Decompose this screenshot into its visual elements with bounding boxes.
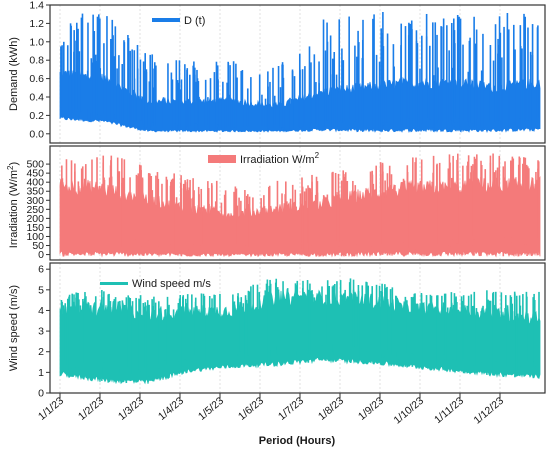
demand-frame [49, 4, 546, 144]
x-axis: 1/1/23 1/2/23 1/3/23 1/4/23 1/5/23 1/6/23 1/7/… [36, 393, 506, 427]
y-tick-label: 150 [26, 222, 44, 234]
y-tick-label: 2 [38, 346, 44, 358]
demand-ylabel: Demand (kWh) [8, 37, 20, 111]
y-tick-label: 300 [26, 195, 44, 207]
wind-legend-label: Wind speed m/s [132, 278, 211, 290]
y-tick-label: 50 [32, 240, 44, 252]
y-tick-label: 4 [38, 305, 44, 317]
y-tick-label: 350 [26, 186, 44, 198]
irradiation-legend-swatch [208, 155, 236, 163]
y-tick-label: 500 [26, 159, 44, 171]
x-tick-label: 1/10/23 [391, 395, 426, 427]
demand-legend: D (t) [152, 15, 205, 27]
y-tick-label: 400 [26, 177, 44, 189]
x-tick-label: 1/12/23 [471, 395, 506, 427]
y-tick-label: 0 [38, 388, 44, 400]
panel-irradiation: Irradiation (W/m2) 050100150200250300350… [6, 145, 546, 261]
demand-legend-label: D (t) [184, 15, 205, 27]
y-tick-label: 0.0 [29, 128, 44, 140]
x-tick-label: 1/8/23 [316, 395, 346, 423]
x-tick-label: 1/4/23 [156, 395, 186, 423]
y-tick-label: 200 [26, 213, 44, 225]
irradiation-ylabel: Irradiation (W/m2) [6, 162, 21, 248]
y-tick-label: 0.8 [29, 55, 44, 67]
panel-wind: Wind speed (m/s) 0 1 2 3 4 5 6 Wind speed m/s [8, 262, 546, 400]
irradiation-legend: Irradiation W/m2 [208, 151, 320, 166]
x-axis-label: Period (Hours) [259, 435, 336, 447]
y-tick-label: 0.2 [29, 110, 44, 122]
irradiation-legend-label: Irradiation W/m2 [240, 151, 320, 166]
x-tick-label: 1/9/23 [356, 395, 386, 423]
y-tick-label: 5 [38, 284, 44, 296]
wind-frame [49, 262, 546, 394]
x-tick-label: 1/6/23 [236, 395, 266, 423]
y-tick-label: 450 [26, 168, 44, 180]
irradiation-frame [49, 145, 546, 261]
y-tick-label: 1 [38, 367, 44, 379]
x-tick-label: 1/5/23 [196, 395, 226, 423]
y-tick-label: 100 [26, 231, 44, 243]
x-tick-label: 1/11/23 [432, 395, 466, 426]
y-tick-label: 0.4 [29, 92, 44, 104]
y-tick-label: 3 [38, 326, 44, 338]
x-tick-label: 1/3/23 [116, 395, 146, 423]
y-tick-label: 0 [38, 249, 44, 261]
y-tick-label: 1.4 [29, 0, 44, 12]
x-tick-label: 1/2/23 [76, 395, 106, 423]
demand-legend-swatch [152, 18, 180, 22]
y-tick-label: 6 [38, 264, 44, 276]
wind-legend: Wind speed m/s [100, 278, 211, 290]
y-tick-label: 1.2 [29, 18, 44, 30]
y-tick-label: 250 [26, 204, 44, 216]
y-tick-label: 1.0 [29, 36, 44, 48]
wind-legend-swatch [100, 282, 128, 285]
panel-demand: Demand (kWh) 0.0 0.2 0.4 0.6 0.8 1.0 1.2 1.4 D … [8, 0, 546, 144]
x-tick-label: 1/7/23 [276, 395, 306, 423]
y-tick-label: 0.6 [29, 73, 44, 85]
wind-ylabel: Wind speed (m/s) [8, 285, 20, 371]
